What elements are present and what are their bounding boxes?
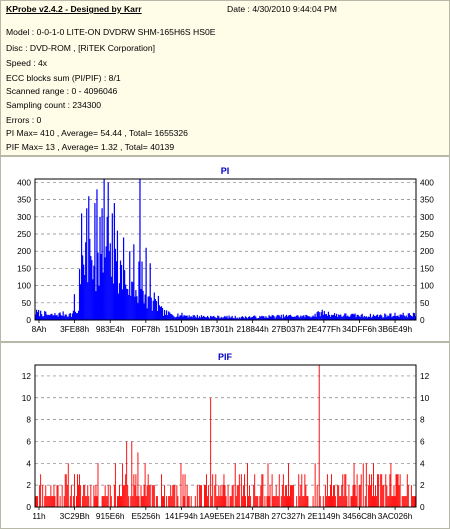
pi-chart: 0 0 50 50 100 100 150 150 200 200 250 250 300 300 350 3… (17, 177, 434, 334)
pi-y-tick-label: 250 (17, 229, 31, 239)
pi-x-tick-label: 983E4h (96, 324, 125, 334)
pi-y-tick-label-right: 350 (420, 195, 434, 205)
pi-y-tick-label-right: 150 (420, 263, 434, 273)
info-scanned-range: Scanned range : 0 - 4096046 (6, 86, 118, 96)
pif-chart-title: PIF (217, 352, 232, 362)
pif-y-tick-label-right: 8 (420, 415, 425, 425)
pif-y-tick-label-right: 4 (420, 458, 425, 468)
pi-x-tick-label: 3FE88h (60, 324, 89, 334)
pi-y-tick-label: 100 (17, 281, 31, 291)
pif-y-tick-label-right: 10 (420, 393, 430, 403)
pi-x-tick-label: 151D09h (165, 324, 199, 334)
pi-y-tick-label: 0 (26, 315, 31, 325)
pi-x-tick-label: F0F78h (132, 324, 161, 334)
pif-x-tick-label: 3C29Bh (60, 511, 90, 521)
info-pi-summary: PI Max= 410 , Average= 54.44 , Total= 16… (6, 128, 188, 138)
pif-y-tick-label: 0 (26, 502, 31, 512)
info-speed: Speed : 4x (6, 58, 48, 68)
pi-x-tick-label: 34DFF6h (342, 324, 377, 334)
pif-y-tick-label: 10 (22, 393, 32, 403)
info-errors: Errors : 0 (6, 115, 42, 125)
info-disc: Disc : DVD-ROM , [RiTEK Corporation] (6, 43, 155, 53)
pif-x-tick-label: 2E1149h (308, 511, 341, 521)
pi-x-tick-label: 8Ah (32, 324, 47, 334)
pi-y-tick-label-right: 200 (420, 246, 434, 256)
pif-y-tick-label-right: 6 (420, 436, 425, 446)
info-ecc-blocks: ECC blocks sum (PI/PIF) : 8/1 (6, 73, 121, 83)
pi-x-tick-label: 3B6E49h (378, 324, 413, 334)
pi-plot-frame (34, 178, 417, 321)
pif-y-tick-label: 12 (22, 371, 32, 381)
pi-y-tick-label: 200 (17, 246, 31, 256)
info-pif-summary: PIF Max= 13 , Average= 1.32 , Total= 401… (6, 142, 175, 152)
pif-y-tick-label-right: 2 (420, 480, 425, 490)
pif-x-tick-label: 915E6h (96, 511, 125, 521)
pi-chart-panel: PI 0 0 50 50 100 100 150 150 200 200 250 250 300 300 3… (0, 156, 450, 342)
pif-chart: 0 0 2 2 4 4 6 6 8 8 10 10 12 12 11h 3C29Bh 915E6h E5256h 1… (22, 364, 430, 521)
pi-y-tick-label: 300 (17, 212, 31, 222)
pif-x-tick-label: 2147B8h (236, 511, 270, 521)
pif-x-tick-label: 3456C8h (343, 511, 377, 521)
info-model: Model : 0-0-1-0 LITE-ON DVDRW SHM-165H6S… (6, 27, 216, 37)
pif-x-tick-label: 3AC026h (378, 511, 413, 521)
pi-y-tick-label-right: 250 (420, 229, 434, 239)
pi-x-tick-label: 218844h (236, 324, 269, 334)
pif-plot-area (34, 364, 417, 508)
pif-x-tick-label: 11h (32, 511, 46, 521)
info-sampling-count: Sampling count : 234300 (6, 100, 102, 110)
pif-plot-frame (34, 364, 417, 508)
pif-y-tick-label-right: 0 (420, 502, 425, 512)
pif-y-tick-label: 2 (26, 480, 31, 490)
pif-x-tick-label: E5256h (132, 511, 161, 521)
pi-y-tick-label-right: 100 (420, 281, 434, 291)
pi-x-tick-label: 1B7301h (200, 324, 234, 334)
pi-chart-title: PI (220, 166, 230, 176)
pi-y-tick-label: 400 (17, 177, 31, 187)
pif-chart-panel: PIF 0 0 2 2 4 4 6 6 8 8 10 10 12 12 11h 3C29Bh 915E6h E52… (0, 342, 450, 529)
pi-x-tick-label: 2E477Fh (307, 324, 341, 334)
pif-y-tick-label: 6 (26, 436, 31, 446)
pi-y-tick-label: 50 (22, 298, 32, 308)
pif-y-tick-label: 8 (26, 415, 31, 425)
pif-x-tick-label: 141F94h (165, 511, 198, 521)
pi-x-tick-label: 27B037h (272, 324, 306, 334)
pif-y-tick-label: 4 (26, 458, 31, 468)
info-panel: KProbe v2.4.2 - Designed by Karr Date : … (0, 0, 450, 156)
pi-y-tick-label: 150 (17, 263, 31, 273)
pi-y-tick-label-right: 400 (420, 177, 434, 187)
app-title: KProbe v2.4.2 - Designed by Karr (6, 4, 142, 14)
scan-date: Date : 4/30/2010 9:44:04 PM (227, 4, 337, 14)
pi-y-tick-label: 350 (17, 195, 31, 205)
pif-x-tick-label: 27C327h (271, 511, 305, 521)
pif-x-tick-label: 1A9E5Eh (200, 511, 235, 521)
pi-y-tick-label-right: 300 (420, 212, 434, 222)
pi-y-tick-label-right: 50 (420, 298, 430, 308)
pi-y-tick-label-right: 0 (420, 315, 425, 325)
pif-y-tick-label-right: 12 (420, 371, 430, 381)
